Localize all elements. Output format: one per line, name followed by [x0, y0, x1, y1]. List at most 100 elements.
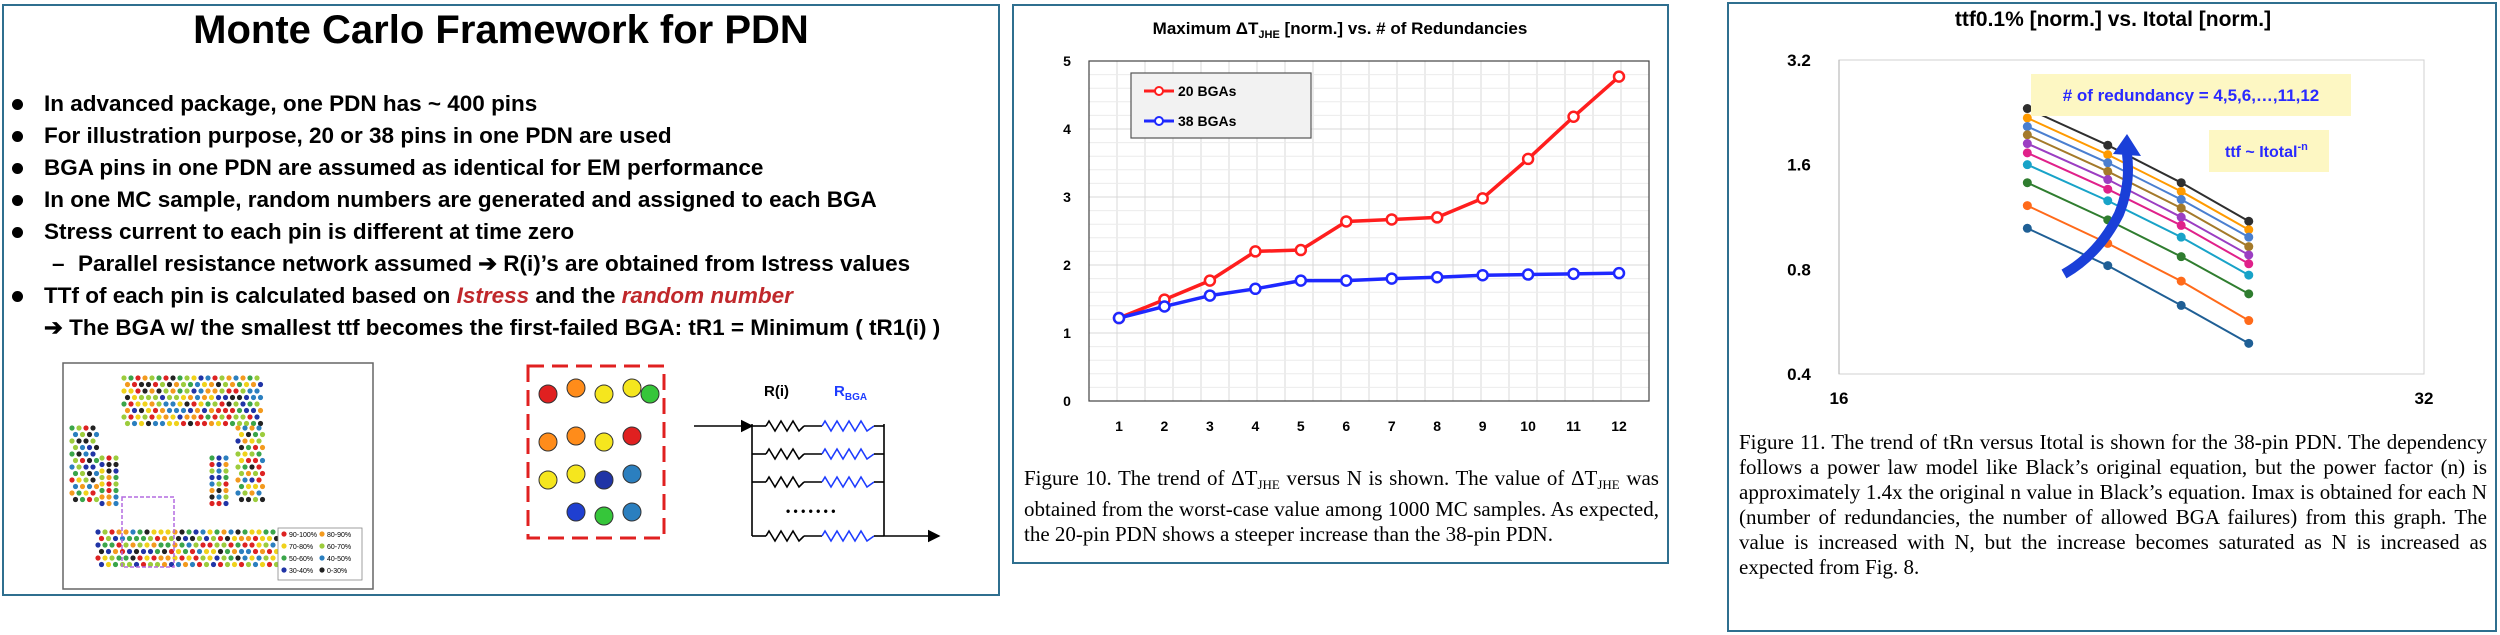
resistor-rbga: [821, 529, 875, 543]
bga-pin: [156, 401, 162, 407]
bga-pin: [254, 388, 260, 394]
bga-pin: [216, 474, 222, 481]
bga-pin: [252, 444, 259, 451]
bga-pin: [95, 555, 101, 561]
bga-pin: [249, 529, 255, 535]
bga-pin: [205, 414, 211, 420]
resistor-ri: [765, 475, 805, 489]
slide-title: Monte Carlo Framework for PDN: [193, 8, 809, 52]
sub-bullet-item: – Parallel resistance network assumed ➔ R…: [10, 248, 995, 280]
bga-pin: [201, 394, 208, 401]
bga-pin: [158, 542, 164, 548]
bga-pin: [214, 542, 220, 548]
bga-pin: [217, 535, 224, 542]
bga-pin: [249, 438, 255, 444]
data-point: [2244, 259, 2254, 269]
bga-pin: [123, 555, 129, 561]
bga-pin: [257, 407, 264, 414]
bga-pin: [135, 401, 141, 407]
bga-pin: [161, 561, 168, 568]
bga-pin: [256, 542, 262, 548]
bga-pin: [93, 483, 100, 490]
plot-area: [1088, 60, 1650, 402]
bga-pin: [149, 414, 155, 420]
data-point: [2176, 212, 2186, 222]
bga-pin: [221, 555, 227, 561]
bga-pin: [250, 394, 257, 401]
x-tick-label: 12: [1611, 418, 1627, 434]
y-tick-label: 2: [1063, 257, 1071, 273]
series-line: [2026, 151, 2250, 265]
data-point: [2022, 122, 2032, 132]
bga-pin: [201, 420, 208, 427]
bga-pin: [165, 529, 171, 535]
bga-pin: [133, 535, 140, 542]
data-point: [1249, 245, 1262, 258]
bga-pin: [203, 548, 210, 555]
bga-pin: [263, 529, 269, 535]
bga-pin: [249, 555, 255, 561]
bga-pin: [113, 461, 119, 468]
bga-pin: [222, 394, 229, 401]
x-tick-label: 1: [1115, 418, 1123, 434]
bga-pin: [102, 529, 108, 535]
data-point: [1476, 192, 1489, 205]
bga-pin: [245, 561, 252, 568]
data-point: [2176, 203, 2186, 213]
pin-circle: [594, 506, 614, 526]
bga-pin: [126, 535, 133, 542]
bga-pin: [126, 548, 133, 555]
bga-pin: [238, 470, 245, 477]
bga-pin: [177, 414, 183, 420]
x-tick-label: 3: [1206, 418, 1214, 434]
bga-pin: [223, 487, 229, 494]
bga-pin: [250, 381, 257, 388]
bga-pin: [163, 375, 169, 381]
bga-pin: [95, 529, 101, 535]
bga-pin: [113, 455, 119, 461]
bga-pin: [90, 451, 96, 457]
bga-pin: [263, 542, 269, 548]
data-point: [1112, 311, 1126, 325]
data-point: [2176, 252, 2186, 262]
bga-pin: [184, 401, 190, 407]
bga-pin: [156, 414, 162, 420]
bga-pin: [223, 455, 229, 461]
bga-pin: [193, 542, 199, 548]
x-tick-label: 10: [1520, 418, 1536, 434]
bga-pin: [233, 375, 239, 381]
bga-pin: [69, 490, 75, 496]
data-point: [2103, 140, 2113, 150]
bga-pin: [259, 535, 266, 542]
bga-pin: [242, 490, 248, 496]
bga-pin: [210, 561, 217, 568]
bga-pin: [216, 461, 222, 468]
bga-pin: [154, 535, 161, 542]
bga-pin: [235, 451, 241, 457]
bga-pin: [158, 529, 164, 535]
bga-pin: [76, 425, 82, 431]
bga-pin: [158, 555, 164, 561]
bga-pin: [238, 496, 245, 503]
data-point: [2022, 223, 2032, 233]
bga-pin: [180, 407, 187, 414]
bga-pin: [130, 529, 136, 535]
bga-pin: [106, 461, 112, 468]
bga-pin: [212, 401, 218, 407]
bga-pin: [159, 381, 166, 388]
bga-pin: [93, 444, 100, 451]
data-point: [2103, 261, 2113, 271]
x-tick-label: 6: [1342, 418, 1350, 434]
bga-pin: [128, 388, 134, 394]
bga-pin: [229, 381, 236, 388]
bga-pin: [221, 542, 227, 548]
y-tick-label: 0.4: [1787, 365, 1811, 384]
bga-pin: [140, 548, 147, 555]
data-point: [2176, 195, 2186, 205]
y-tick-label: 0.8: [1787, 260, 1811, 279]
x-tick-label: 16: [1830, 389, 1849, 408]
bga-pin: [180, 420, 187, 427]
legend-label: 70-80%: [289, 544, 313, 551]
zoom-frame: [526, 364, 666, 540]
bga-pin: [233, 414, 239, 420]
